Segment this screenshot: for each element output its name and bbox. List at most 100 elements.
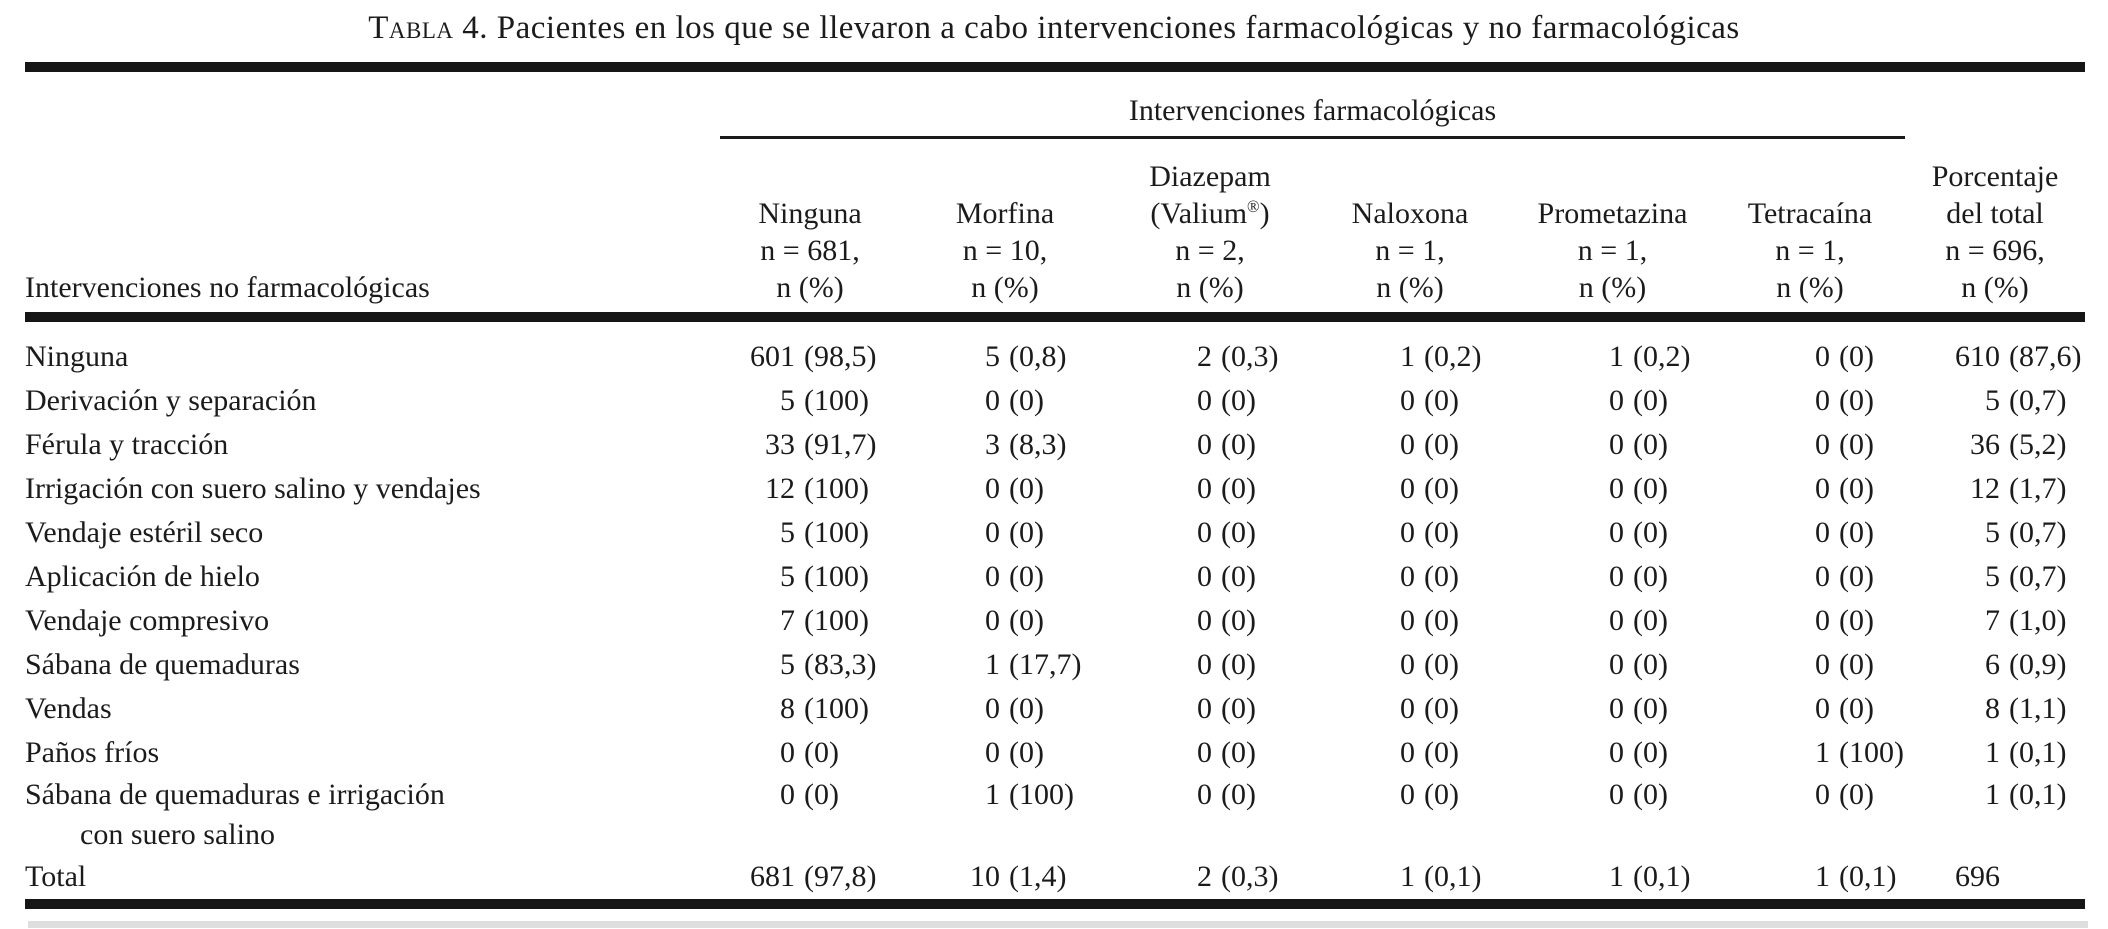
value-cell: 8 (1,1) — [1905, 687, 2085, 731]
value-cell: 0 (0) — [1510, 467, 1715, 511]
value-pct: (17,7) — [1009, 648, 1082, 681]
value-pct: (0) — [1633, 604, 1668, 637]
value-pct: (8,3) — [1009, 428, 1067, 461]
value-cell: 0 (0) — [1715, 643, 1905, 687]
value-n: 0 — [1609, 428, 1624, 461]
table-caption: Pacientes en los que se llevaron a cabo … — [496, 10, 1740, 46]
column-unit-line: n (%) — [1578, 271, 1647, 304]
value-pct: (0,7) — [2009, 560, 2067, 593]
value-n: 5 — [1985, 560, 2000, 593]
value-n: 0 — [985, 736, 1000, 769]
value-pct: (0,1) — [1839, 860, 1897, 893]
value-pct: (0) — [1221, 472, 1256, 505]
column-name-line: Tetracaína — [1747, 197, 1873, 230]
table-row: Sábana de quemaduras 5 (83,3) 1 (17,7) 0 (0) 0 (… — [25, 643, 2108, 687]
value-n: 6 — [1985, 648, 2000, 681]
value-cell: 696 — [1905, 855, 2085, 899]
value-pct: (5,2) — [2009, 428, 2067, 461]
value-n: 5 — [780, 560, 795, 593]
value-n: 0 — [1400, 604, 1415, 637]
value-pct: (1,1) — [2009, 692, 2067, 725]
column-unit-line: n (%) — [776, 271, 844, 304]
value-cell: 0 (0) — [1715, 599, 1905, 643]
value-n: 0 — [1609, 604, 1624, 637]
value-cell: 1 (0,1) — [1715, 855, 1905, 899]
value-n: 0 — [985, 472, 1000, 505]
value-cell: 0 (0) — [1715, 687, 1905, 731]
value-pct: (0) — [1221, 692, 1256, 725]
row-label: Vendaje compresivo — [25, 599, 720, 643]
value-n: 696 — [1955, 860, 2000, 893]
value-pct: (0) — [1424, 648, 1459, 681]
value-n: 1 — [1400, 860, 1415, 893]
column-unit-line: n (%) — [1176, 271, 1244, 304]
row-label: Derivación y separación — [25, 379, 720, 423]
value-cell: 681 (97,8) — [720, 855, 900, 899]
value-n: 2 — [1197, 340, 1212, 373]
value-cell: 0 (0) — [1110, 775, 1310, 815]
row-label: Vendaje estéril seco — [25, 511, 720, 555]
value-pct: (0,2) — [1633, 340, 1691, 373]
column-name-line: Ninguna — [758, 197, 862, 230]
value-pct: (98,5) — [804, 340, 877, 373]
column-name-line: Diazepam — [1149, 160, 1271, 193]
value-n: 0 — [1400, 692, 1415, 725]
column-header: Porcentaje del total n = 696, n (%) — [1905, 139, 2085, 312]
column-header: Diazepam (Valium®) n = 2, n (%) — [1110, 139, 1310, 312]
value-cell: 0 (0) — [1110, 379, 1310, 423]
value-pct: (0) — [1839, 604, 1874, 637]
value-n: 12 — [1970, 472, 2000, 505]
table-row: Vendaje compresivo 7 (100) 0 (0) 0 (0) 0 (0) 0 (0)… — [25, 599, 2108, 643]
value-n: 0 — [1609, 778, 1624, 811]
value-n: 0 — [1197, 472, 1212, 505]
row-label-line: con suero salino — [80, 818, 275, 851]
value-pct: (87,6) — [2009, 340, 2082, 373]
value-pct: (0) — [1839, 778, 1874, 811]
value-cell: 0 (0) — [900, 687, 1110, 731]
value-cell: 36 (5,2) — [1905, 423, 2085, 467]
value-cell: 0 (0) — [1510, 511, 1715, 555]
value-pct: (0) — [1424, 428, 1459, 461]
scan-shadow — [28, 921, 2088, 928]
top-rule — [25, 62, 2085, 72]
value-cell: 5 (0,7) — [1905, 555, 2085, 599]
value-n: 0 — [1609, 560, 1624, 593]
value-pct: (0) — [1424, 736, 1459, 769]
value-n: 1 — [985, 648, 1000, 681]
value-pct: (0) — [1221, 604, 1256, 637]
row-label-line: Derivación y separación — [25, 384, 317, 417]
column-unit-line: n (%) — [1776, 271, 1844, 304]
column-name-line: del total — [1946, 197, 2044, 230]
value-cell: 0 (0) — [1110, 599, 1310, 643]
value-cell: 0 (0) — [1110, 687, 1310, 731]
value-cell: 1 (0,2) — [1310, 335, 1510, 379]
value-cell: 0 (0) — [1715, 379, 1905, 423]
value-cell: 0 (0) — [1510, 423, 1715, 467]
value-cell: 10 (1,4) — [900, 855, 1110, 899]
value-pct: (0) — [1424, 604, 1459, 637]
value-n: 1 — [1985, 736, 2000, 769]
bottom-rule — [25, 899, 2085, 909]
value-cell: 1 (0,2) — [1510, 335, 1715, 379]
value-n: 12 — [765, 472, 795, 505]
value-n: 0 — [1400, 736, 1415, 769]
value-pct: (1,7) — [2009, 472, 2067, 505]
value-pct: (0,3) — [1221, 340, 1279, 373]
value-cell: 0 (0) — [1310, 379, 1510, 423]
value-cell: 1 (100) — [1715, 731, 1905, 775]
value-pct: (0,7) — [2009, 384, 2067, 417]
value-cell: 5 (100) — [720, 555, 900, 599]
row-label: Aplicación de hielo — [25, 555, 720, 599]
value-cell: 1 (100) — [900, 775, 1110, 815]
value-cell: 0 (0) — [900, 555, 1110, 599]
value-cell: 0 (0) — [1715, 467, 1905, 511]
value-pct: (0) — [1424, 516, 1459, 549]
value-cell: 0 (0) — [720, 731, 900, 775]
value-cell: 0 (0) — [1110, 555, 1310, 599]
value-n: 0 — [1400, 384, 1415, 417]
value-cell: 3 (8,3) — [900, 423, 1110, 467]
value-n: 0 — [985, 604, 1000, 637]
value-pct: (0,3) — [1221, 860, 1279, 893]
column-n-line: n = 2, — [1175, 234, 1245, 267]
column-name-line: Morfina — [955, 197, 1055, 230]
